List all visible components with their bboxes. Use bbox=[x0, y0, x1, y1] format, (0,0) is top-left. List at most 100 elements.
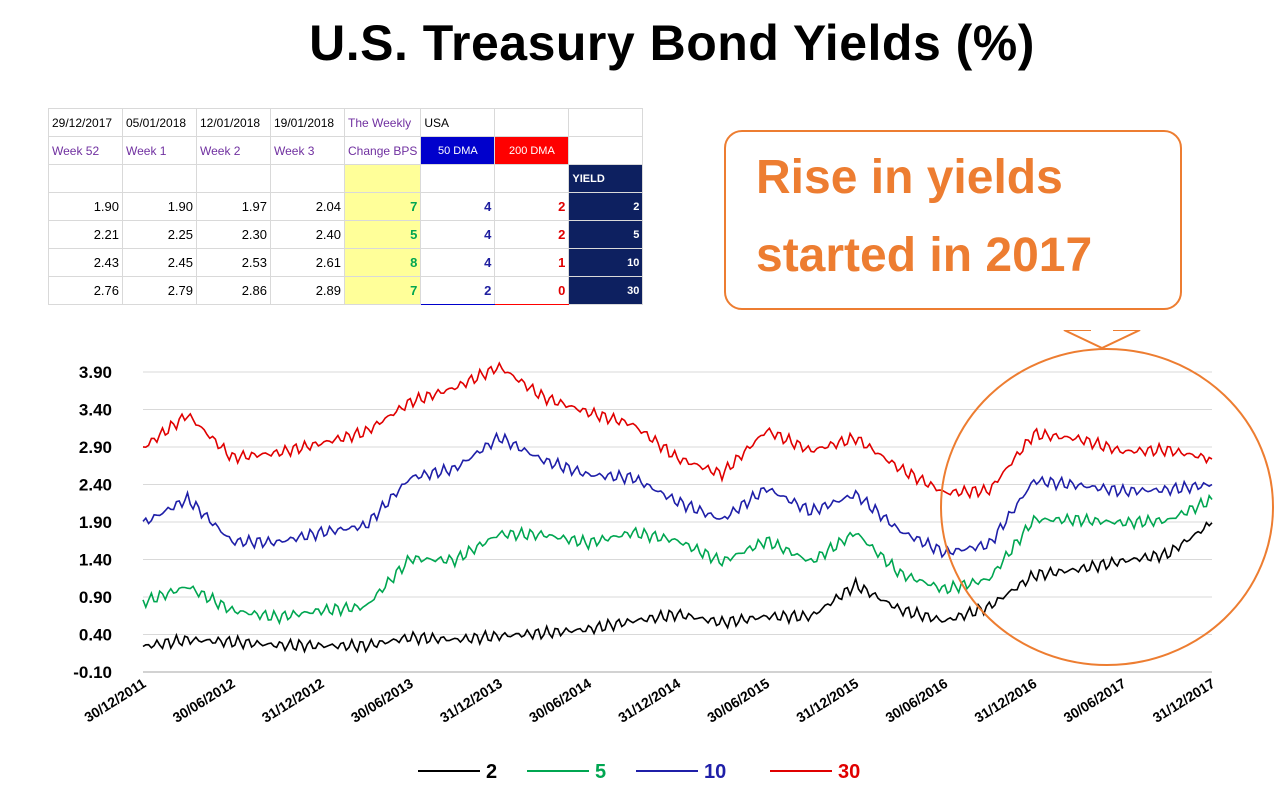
week-header: Week 2 bbox=[196, 136, 271, 165]
callout-box: Rise in yields started in 2017 bbox=[724, 130, 1182, 310]
table-row: 2.76 2.79 2.86 2.89 7 2 0 30 bbox=[48, 276, 644, 305]
change-cell: 7 bbox=[343, 192, 422, 221]
highlight-circle bbox=[940, 348, 1274, 666]
week-header: Week 1 bbox=[122, 136, 197, 165]
empty-cell bbox=[568, 108, 644, 137]
x-tick-label: 30/06/2014 bbox=[526, 675, 594, 726]
x-tick-label: 30/06/2016 bbox=[882, 675, 950, 726]
x-axis: 30/12/2011 30/06/2012 31/12/2012 30/06/2013… bbox=[81, 671, 1218, 726]
x-tick-label: 30/06/2012 bbox=[170, 675, 238, 726]
value-cell: 2.89 bbox=[270, 276, 345, 305]
series-line-10 bbox=[142, 431, 1213, 559]
chart-grid bbox=[143, 371, 1212, 673]
value-cell: 2.40 bbox=[270, 220, 345, 249]
change-cell: 8 bbox=[343, 248, 422, 277]
page-title: U.S. Treasury Bond Yields (%) bbox=[309, 15, 1035, 71]
change-cell: 5 bbox=[343, 220, 422, 249]
series-line-2 bbox=[142, 521, 1213, 654]
x-tick-label: 30/06/2015 bbox=[704, 675, 772, 726]
value-cell: 2.21 bbox=[48, 220, 123, 249]
dma200-header: 200 DMA bbox=[494, 136, 570, 165]
empty-cell bbox=[196, 164, 271, 193]
y-tick-label: 2.90 bbox=[79, 438, 112, 457]
yield-chart: 3.90 3.40 2.90 2.40 1.90 1.40 0.90 0.40 -0.10 30… bbox=[73, 330, 1274, 783]
x-tick-label: 30/06/2017 bbox=[1061, 675, 1129, 726]
dma50-cell: 4 bbox=[420, 248, 496, 277]
value-cell: 2.61 bbox=[270, 248, 345, 277]
yield-header: YIELD bbox=[568, 164, 644, 193]
value-cell: 2.43 bbox=[48, 248, 123, 277]
chart-legend: 2 5 10 30 bbox=[418, 761, 860, 783]
value-cell: 1.90 bbox=[48, 192, 123, 221]
table-row: Week 52 Week 1 Week 2 Week 3 Change BPS … bbox=[48, 136, 644, 165]
legend-label: 10 bbox=[704, 761, 726, 783]
dma200-cell: 0 bbox=[494, 276, 570, 305]
dma50-cell: 4 bbox=[420, 220, 496, 249]
y-tick-label: 1.40 bbox=[79, 551, 112, 570]
week-header: Week 52 bbox=[48, 136, 123, 165]
date-header: 19/01/2018 bbox=[270, 108, 345, 137]
series-line-30 bbox=[142, 361, 1213, 500]
date-header: 05/01/2018 bbox=[122, 108, 197, 137]
x-tick-label: 30/12/2011 bbox=[81, 675, 148, 725]
weekly-header: The Weekly bbox=[343, 108, 422, 137]
empty-cell bbox=[122, 164, 197, 193]
date-header: 29/12/2017 bbox=[48, 108, 123, 137]
dma200-cell: 2 bbox=[494, 220, 570, 249]
table-row: 29/12/2017 05/01/2018 12/01/2018 19/01/2… bbox=[48, 108, 644, 137]
value-cell: 2.86 bbox=[196, 276, 271, 305]
yield-table: 29/12/2017 05/01/2018 12/01/2018 19/01/2… bbox=[48, 108, 644, 305]
empty-cell bbox=[568, 136, 644, 165]
empty-cell bbox=[494, 164, 570, 193]
yield-cell: 5 bbox=[568, 220, 644, 249]
value-cell: 2.30 bbox=[196, 220, 271, 249]
x-tick-label: 30/06/2013 bbox=[348, 675, 416, 726]
yield-cell: 30 bbox=[568, 276, 644, 305]
chart-series bbox=[142, 361, 1213, 654]
dma200-cell: 2 bbox=[494, 192, 570, 221]
dma50-cell: 4 bbox=[420, 192, 496, 221]
empty-cell bbox=[48, 164, 123, 193]
change-cell: 7 bbox=[343, 276, 422, 305]
legend-label: 2 bbox=[486, 761, 497, 783]
table-row: 2.43 2.45 2.53 2.61 8 4 1 10 bbox=[48, 248, 644, 277]
week-header: Week 3 bbox=[270, 136, 345, 165]
x-tick-label: 31/12/2016 bbox=[972, 675, 1040, 726]
x-tick-label: 31/12/2013 bbox=[437, 675, 505, 726]
value-cell: 2.53 bbox=[196, 248, 271, 277]
x-tick-label: 31/12/2015 bbox=[793, 675, 861, 726]
value-cell: 2.04 bbox=[270, 192, 345, 221]
empty-cell bbox=[343, 164, 422, 193]
callout-line-2: started in 2017 bbox=[756, 229, 1093, 282]
y-tick-label: -0.10 bbox=[73, 663, 112, 682]
y-tick-label: 1.90 bbox=[79, 513, 112, 532]
y-axis: 3.90 3.40 2.90 2.40 1.90 1.40 0.90 0.40 -0.10 bbox=[73, 363, 112, 682]
value-cell: 1.97 bbox=[196, 192, 271, 221]
empty-cell bbox=[494, 108, 570, 137]
value-cell: 2.25 bbox=[122, 220, 197, 249]
value-cell: 1.90 bbox=[122, 192, 197, 221]
down-arrow-icon bbox=[1063, 330, 1141, 350]
y-tick-label: 0.90 bbox=[79, 588, 112, 607]
series-line-5 bbox=[142, 493, 1213, 626]
callout-line-1: Rise in yields bbox=[756, 151, 1063, 204]
legend-label: 5 bbox=[595, 761, 606, 783]
dma50-header: 50 DMA bbox=[420, 136, 496, 165]
y-tick-label: 2.40 bbox=[79, 476, 112, 495]
empty-cell bbox=[420, 164, 496, 193]
value-cell: 2.45 bbox=[122, 248, 197, 277]
x-tick-label: 31/12/2014 bbox=[615, 675, 683, 726]
callout-pointer bbox=[1063, 330, 1141, 350]
value-cell: 2.76 bbox=[48, 276, 123, 305]
dma50-cell: 2 bbox=[420, 276, 496, 305]
table-row: 2.21 2.25 2.30 2.40 5 4 2 5 bbox=[48, 220, 644, 249]
yield-cell: 2 bbox=[568, 192, 644, 221]
table-row: YIELD bbox=[48, 164, 644, 193]
country-header: USA bbox=[420, 108, 496, 137]
date-header: 12/01/2018 bbox=[196, 108, 271, 137]
dma200-cell: 1 bbox=[494, 248, 570, 277]
y-tick-label: 0.40 bbox=[79, 626, 112, 645]
change-header: Change BPS bbox=[343, 136, 422, 165]
y-tick-label: 3.40 bbox=[79, 401, 112, 420]
x-tick-label: 31/12/2017 bbox=[1150, 675, 1218, 726]
